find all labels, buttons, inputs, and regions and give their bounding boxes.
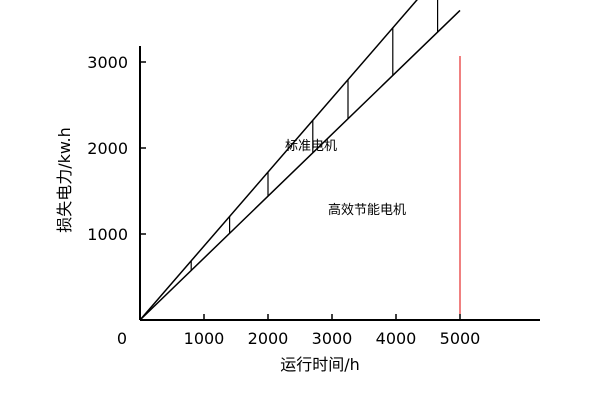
y-tick-label-2000: 2000 bbox=[87, 139, 128, 158]
x-tick-label-4000: 4000 bbox=[376, 329, 417, 348]
y-tick-label-3000: 3000 bbox=[87, 53, 128, 72]
x-axis-title: 运行时间/h bbox=[280, 355, 360, 374]
y-tick-label-1000: 1000 bbox=[87, 225, 128, 244]
series-label-efficient-motor: 高效节能电机 bbox=[328, 202, 406, 218]
series-label-standard-motor: 标准电机 bbox=[285, 139, 337, 154]
y-axis-title: 损失电力/kw.h bbox=[55, 127, 74, 233]
x-tick-label-2000: 2000 bbox=[248, 329, 289, 348]
x-origin-label: 0 bbox=[117, 329, 127, 348]
x-tick-label-3000: 3000 bbox=[312, 329, 353, 348]
series-line-standard-motor bbox=[139, 0, 418, 321]
series-line-efficient-motor bbox=[139, 9, 461, 321]
x-tick-label-5000: 5000 bbox=[440, 329, 481, 348]
x-tick-label-1000: 1000 bbox=[184, 329, 225, 348]
